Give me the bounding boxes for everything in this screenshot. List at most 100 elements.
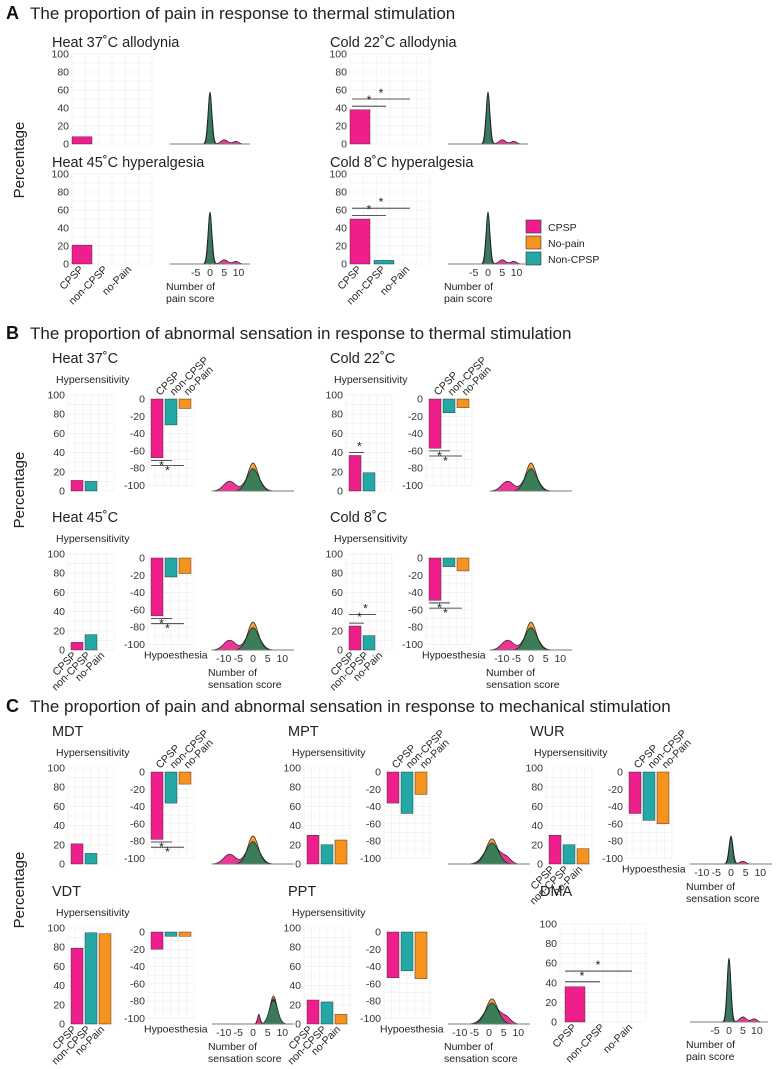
density-x-tick: 10: [754, 867, 766, 879]
panel-title: Heat 37˚C allodynia: [52, 35, 180, 51]
y-tick-label: 80: [531, 782, 543, 794]
density-no-pain: [212, 995, 294, 1025]
panel-a4: Cold 8˚C hyperalgesia020406080100**CPSPn…: [329, 155, 528, 307]
density-x-tick: -10: [694, 867, 709, 879]
density-axis-label: Number of: [208, 1041, 257, 1053]
density-x-tick: -5: [470, 1027, 479, 1039]
density-x-tick: 10: [276, 653, 288, 665]
hypersensitivity-label: Hypersensitivity: [56, 533, 130, 545]
density-x-tick: 10: [512, 1027, 524, 1039]
bar-b1-hyper-0: [70, 480, 84, 492]
panel-b2: Cold 22˚C 0 20 40 60 80 100 * Hypersensitivity 0 -…: [325, 351, 572, 498]
panel-title: DMA: [540, 884, 573, 900]
y-tick-label: 40: [57, 223, 69, 235]
hypoesthesia-label: Hypoesthesia: [422, 649, 486, 661]
bar-c3-hyper-0: [548, 835, 562, 865]
y-tick-label: 40: [335, 223, 347, 235]
y-tick-label: 80: [335, 67, 347, 79]
y-tick-label: 100: [283, 763, 301, 775]
bar-b1-hypo-1: [164, 398, 178, 426]
y-tick-label: 100: [47, 390, 65, 402]
y-tick-label: 20: [53, 839, 65, 851]
panel-a1: Heat 37˚C allodynia 0 20 40 60 80 100: [51, 35, 250, 151]
significance-star: *: [379, 86, 384, 100]
y-tick-label-negative: -100: [124, 639, 145, 651]
y-tick-label: 40: [531, 820, 543, 832]
y-tick-label-negative: 0: [139, 553, 145, 565]
y-tick-label-negative: -60: [366, 818, 381, 830]
bar-b4-hypo-2: [456, 557, 470, 572]
bar-b1-hypo-2: [178, 398, 192, 409]
y-tick-label: 100: [47, 763, 65, 775]
significance-star: *: [379, 195, 384, 209]
legend: CPSP No-pain Non-CPSP: [525, 219, 599, 266]
y-tick-label: 20: [331, 466, 343, 478]
section-letter-c: C: [6, 696, 19, 716]
legend-swatch-no-pain: [525, 235, 542, 250]
density-axis-label: sensation score: [444, 1053, 518, 1065]
y-tick-label-negative: -20: [608, 784, 623, 796]
bar-c4-hypo-1: [164, 931, 178, 937]
y-tick-label-negative: -80: [608, 836, 623, 848]
density-x-tick: 0: [250, 1027, 256, 1039]
y-tick-label: 100: [325, 390, 343, 402]
bar-c2-hypo-1: [400, 771, 414, 814]
bar-c3-hypo-0: [628, 771, 642, 814]
bar-c3-hypo-2: [656, 771, 670, 825]
y-tick-label-negative: -40: [408, 428, 423, 440]
bar-c1-hyper-1: [84, 853, 98, 865]
density-non-cpsp: [170, 211, 250, 265]
y-tick-label-negative: -60: [130, 818, 145, 830]
y-tick-label-negative: -40: [366, 801, 381, 813]
y-tick-label-negative: -80: [130, 836, 145, 848]
significance-star: *: [367, 202, 372, 216]
y-tick-label: 0: [59, 859, 65, 871]
y-tick-label: 20: [289, 999, 301, 1011]
bar-a2-0: [349, 109, 371, 145]
density-x-tick: 5: [501, 1027, 507, 1039]
y-tick-label-negative: -100: [402, 480, 423, 492]
y-tick-label-negative: -60: [408, 604, 423, 616]
density-x-tick: 5: [743, 867, 749, 879]
hypersensitivity-label: Hypersensitivity: [292, 907, 366, 919]
significance-star: *: [165, 622, 170, 636]
density-axis-label: Number of: [486, 667, 535, 679]
bar-c4-hyper-0: [70, 947, 84, 1025]
y-tick-label-negative: -80: [366, 836, 381, 848]
density-x-tick: 10: [554, 653, 566, 665]
panel-title: WUR: [530, 724, 565, 740]
hypersensitivity-label: Hypersensitivity: [56, 374, 130, 386]
y-tick-label-negative: -100: [124, 1013, 145, 1025]
y-tick-label-negative: -40: [130, 587, 145, 599]
significance-star: *: [165, 845, 170, 859]
density-axis-label: Number of: [208, 667, 257, 679]
panel-title: Heat 45˚C hyperalgesia: [52, 155, 205, 171]
legend-swatch-cpsp: [525, 219, 542, 234]
density-x-tick: 5: [265, 1027, 271, 1039]
significance-star: *: [443, 606, 448, 620]
y-tick-label-negative: -40: [608, 801, 623, 813]
y-tick-label-negative: -100: [124, 480, 145, 492]
bar-c2-hyper-0: [306, 835, 320, 865]
y-tick-label: 60: [57, 205, 69, 217]
density-axis-label: Number of: [686, 1039, 735, 1051]
y-tick-label-negative: -80: [130, 622, 145, 634]
density-x-tick: -5: [512, 653, 521, 665]
y-tick-label: 20: [53, 999, 65, 1011]
significance-star: *: [357, 440, 362, 454]
density-x-tick: 0: [207, 267, 213, 279]
y-tick-label: 0: [63, 139, 69, 151]
y-tick-label: 100: [329, 49, 347, 61]
density-x-tick: -5: [234, 1027, 243, 1039]
y-tick-label: 0: [537, 859, 543, 871]
panel-c2: MPT 0 20 40 60 80 100 Hypersensitivity 0 -20 -40 -6…: [283, 724, 530, 871]
y-tick-label: 0: [341, 259, 347, 271]
density-x-tick: 0: [726, 1025, 732, 1037]
y-tick-label: 20: [53, 466, 65, 478]
density-x-tick: -10: [452, 1027, 467, 1039]
panel-b4: Cold 8˚C020406080100**HypersensitivityCP…: [325, 510, 572, 693]
y-tick-label-negative: 0: [417, 553, 423, 565]
hypersensitivity-label: Hypersensitivity: [334, 533, 408, 545]
density-x-tick: -5: [191, 267, 200, 279]
